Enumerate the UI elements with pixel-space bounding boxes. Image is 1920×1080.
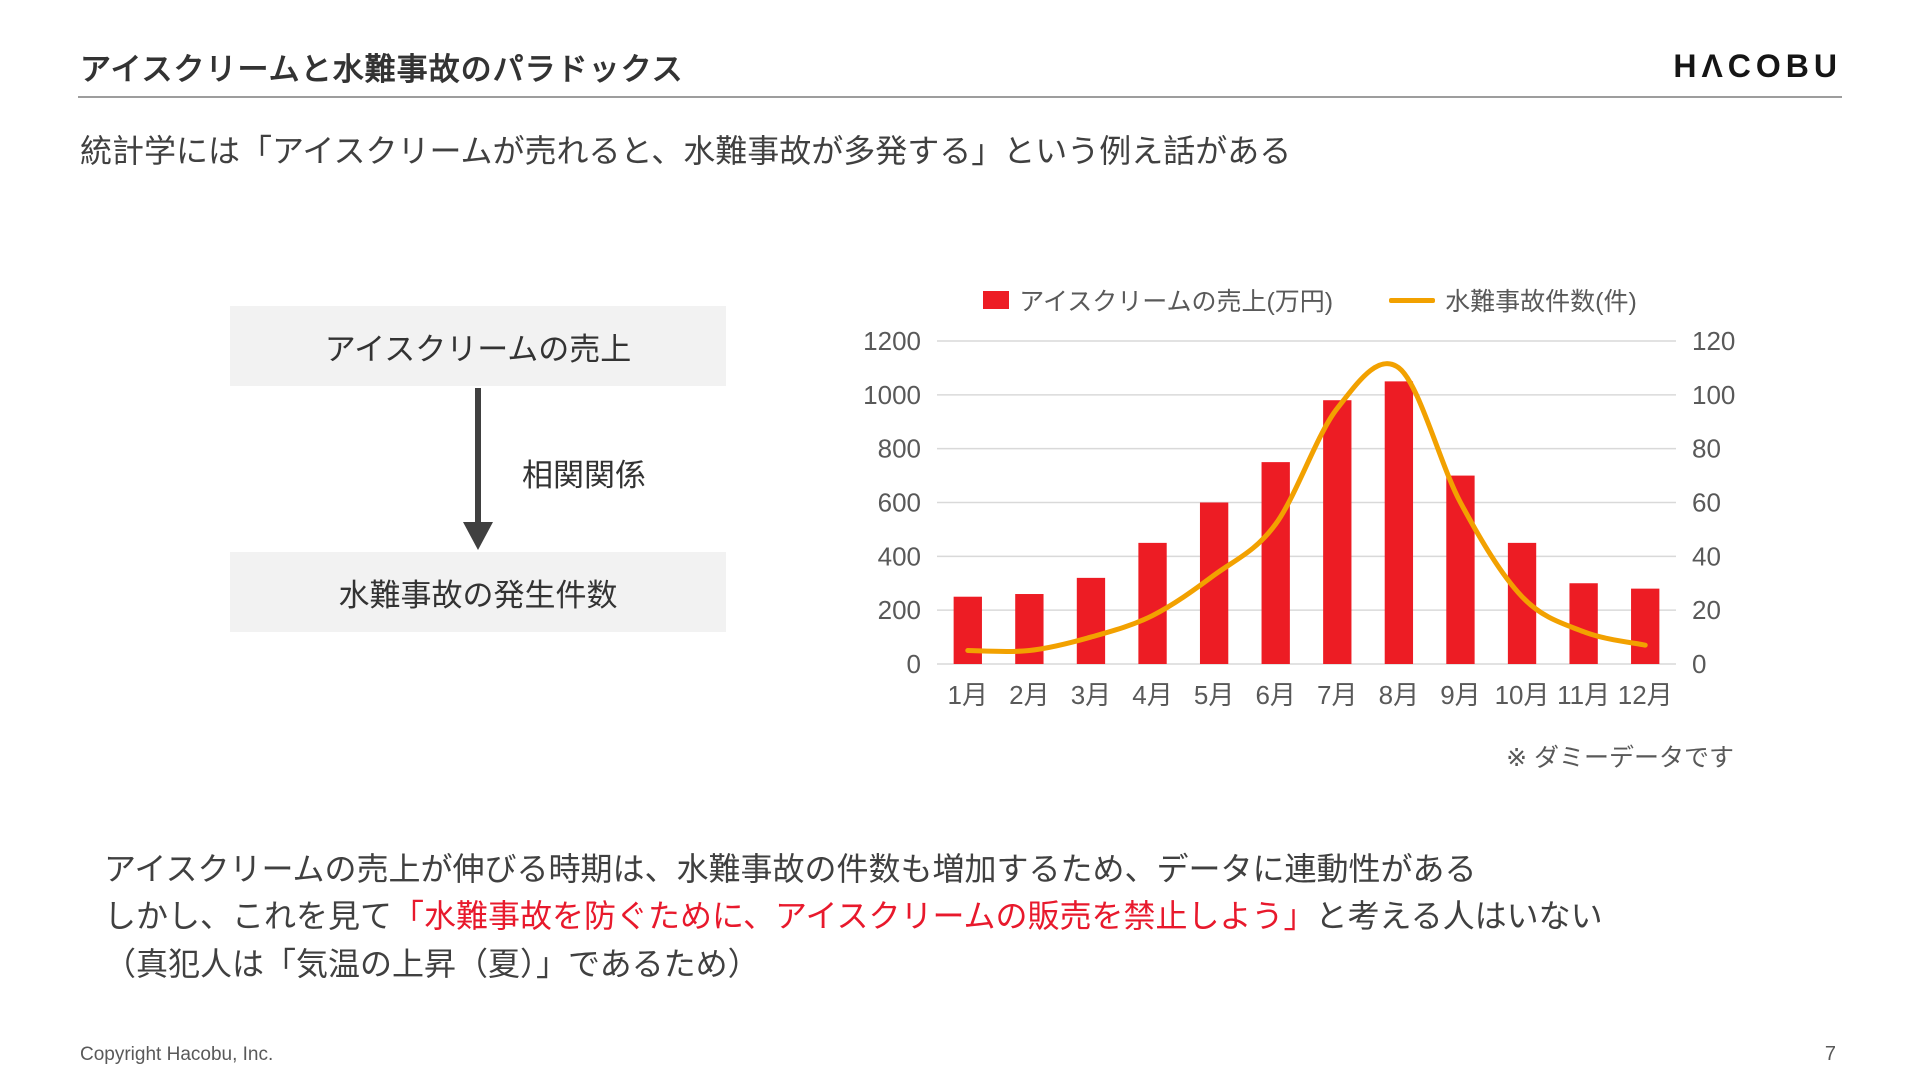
svg-text:20: 20 xyxy=(1692,595,1721,625)
chart-legend: アイスクリームの売上(万円) 水難事故件数(件) xyxy=(840,282,1780,318)
legend-item-bar: アイスクリームの売上(万円) xyxy=(983,282,1333,318)
svg-text:5月: 5月 xyxy=(1194,680,1234,710)
svg-text:6月: 6月 xyxy=(1255,680,1295,710)
svg-text:9月: 9月 xyxy=(1440,680,1480,710)
legend-line-swatch-icon xyxy=(1389,297,1436,303)
svg-text:40: 40 xyxy=(1692,541,1721,571)
legend-bar-label: アイスクリームの売上(万円) xyxy=(1019,288,1334,316)
svg-text:0: 0 xyxy=(1692,649,1706,679)
body-line-3: （真犯人は「気温の上昇（夏）」であるため） xyxy=(104,945,760,982)
svg-text:60: 60 xyxy=(1692,488,1721,518)
svg-text:1200: 1200 xyxy=(863,326,921,356)
footer-copyright: Copyright Hacobu, Inc. xyxy=(80,1044,274,1065)
correlation-target-box: 水難事故の発生件数 xyxy=(230,552,726,632)
legend-bar-swatch-icon xyxy=(983,291,1010,309)
hacobu-logo: HΛCOBU xyxy=(1673,48,1842,84)
svg-text:7月: 7月 xyxy=(1317,680,1357,710)
arrow-label: 相関関係 xyxy=(522,458,646,493)
svg-text:120: 120 xyxy=(1692,326,1735,356)
svg-text:800: 800 xyxy=(878,434,921,464)
svg-text:2月: 2月 xyxy=(1009,680,1049,710)
body-line-2-post: と考える人はいない xyxy=(1315,898,1603,935)
legend-line-label: 水難事故件数(件) xyxy=(1445,288,1637,316)
svg-text:100: 100 xyxy=(1692,380,1735,410)
body-line-1: アイスクリームの売上が伸びる時期は、水難事故の件数も増加するため、データに連動性… xyxy=(104,851,1477,887)
svg-text:8月: 8月 xyxy=(1379,680,1419,710)
svg-text:600: 600 xyxy=(878,488,921,518)
svg-text:10月: 10月 xyxy=(1495,680,1550,710)
svg-text:0: 0 xyxy=(907,649,921,679)
svg-text:3月: 3月 xyxy=(1071,680,1111,710)
legend-item-line: 水難事故件数(件) xyxy=(1389,282,1637,318)
svg-text:1000: 1000 xyxy=(863,380,921,410)
body-line-2-red: 「水難事故を防ぐために、アイスクリームの販売を禁止しよう」 xyxy=(392,898,1316,935)
combo-chart: アイスクリームの売上(万円) 水難事故件数(件) 0 0 200 20 400 40 600… xyxy=(840,285,1780,774)
down-arrow-icon xyxy=(452,388,504,550)
chart-plot-area: 0 0 200 20 400 40 600 60 800 80 1000 100 1200 120 1月 2月… xyxy=(863,326,1735,710)
svg-text:80: 80 xyxy=(1692,434,1721,464)
lead-text: 統計学には「アイスクリームが売れると、水難事故が多発する」という例え話がある xyxy=(80,133,1292,169)
svg-text:4月: 4月 xyxy=(1132,680,1172,710)
correlation-source-box: アイスクリームの売上 xyxy=(230,306,726,386)
svg-text:12月: 12月 xyxy=(1618,680,1673,710)
title-divider xyxy=(78,96,1842,98)
chart-note: ※ ダミーデータです xyxy=(1506,744,1734,772)
page-title: アイスクリームと水難事故のパラドックス xyxy=(80,52,684,87)
page-number: 7 xyxy=(1824,1043,1836,1065)
body-line-2-pre: しかし、これを見て xyxy=(104,898,393,935)
svg-text:11月: 11月 xyxy=(1557,680,1610,710)
body-text: アイスクリームの売上が伸びる時期は、水難事故の件数も増加するため、データに連動性… xyxy=(104,846,1603,988)
svg-text:200: 200 xyxy=(878,595,921,625)
svg-text:1月: 1月 xyxy=(948,680,988,710)
svg-text:400: 400 xyxy=(878,541,921,571)
body-line-2: しかし、これを見て「水難事故を防ぐために、アイスクリームの販売を禁止しよう」と考… xyxy=(104,893,1603,940)
